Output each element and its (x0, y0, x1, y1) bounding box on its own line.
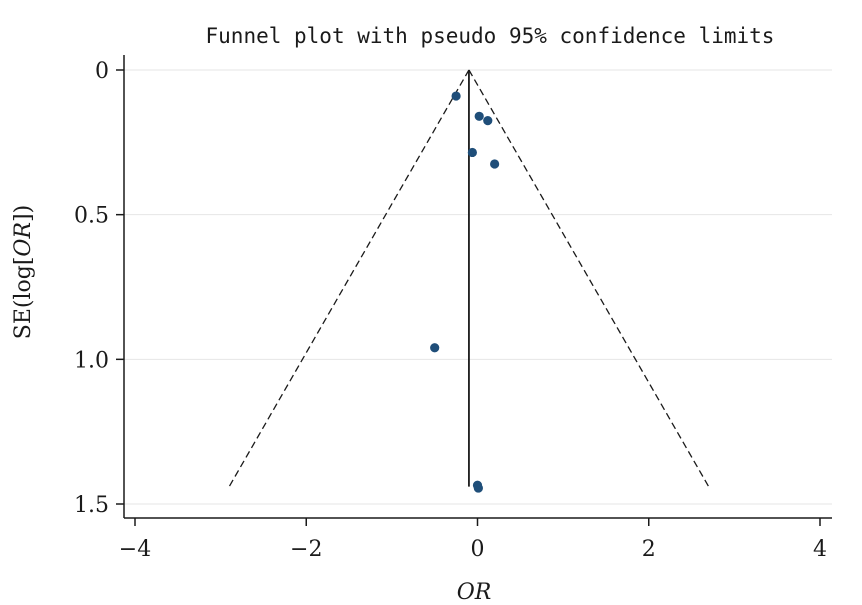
study-point (451, 91, 461, 101)
study-point (474, 111, 484, 121)
x-tick-label: −2 (290, 537, 322, 562)
grid-lines (124, 69, 832, 505)
upper-confidence-limit-line (468, 69, 710, 487)
y-axis-title: SE(log[OR]) (11, 205, 36, 339)
study-points (430, 91, 500, 493)
x-tick-label: −4 (119, 537, 151, 562)
chart-title: Funnel plot with pseudo 95% confidence l… (206, 24, 775, 48)
y-tick-label: 1.5 (74, 493, 109, 518)
pseudo-confidence-limits (228, 69, 710, 487)
study-point (430, 343, 440, 353)
study-point (467, 147, 477, 158)
y-axis-title-prefix: SE(log[ (11, 257, 36, 340)
y-ticks: 0 0.5 1.0 1.5 (74, 59, 124, 518)
x-ticks: −4 −2 0 2 4 (119, 518, 827, 562)
x-axis-title: OR (457, 580, 492, 605)
x-tick-label: 4 (813, 537, 827, 562)
y-tick-label: 1.0 (74, 348, 109, 373)
study-point (490, 159, 500, 169)
x-tick-label: 2 (642, 537, 656, 562)
lower-confidence-limit-line (228, 69, 470, 487)
x-tick-label: 0 (471, 537, 485, 562)
y-axis-title-or: OR (11, 222, 36, 257)
y-tick-label: 0 (95, 59, 109, 84)
study-point (483, 116, 493, 126)
y-tick-label: 0.5 (74, 204, 109, 229)
study-point (473, 483, 483, 493)
y-axis-title-suffix: ]) (11, 205, 36, 222)
